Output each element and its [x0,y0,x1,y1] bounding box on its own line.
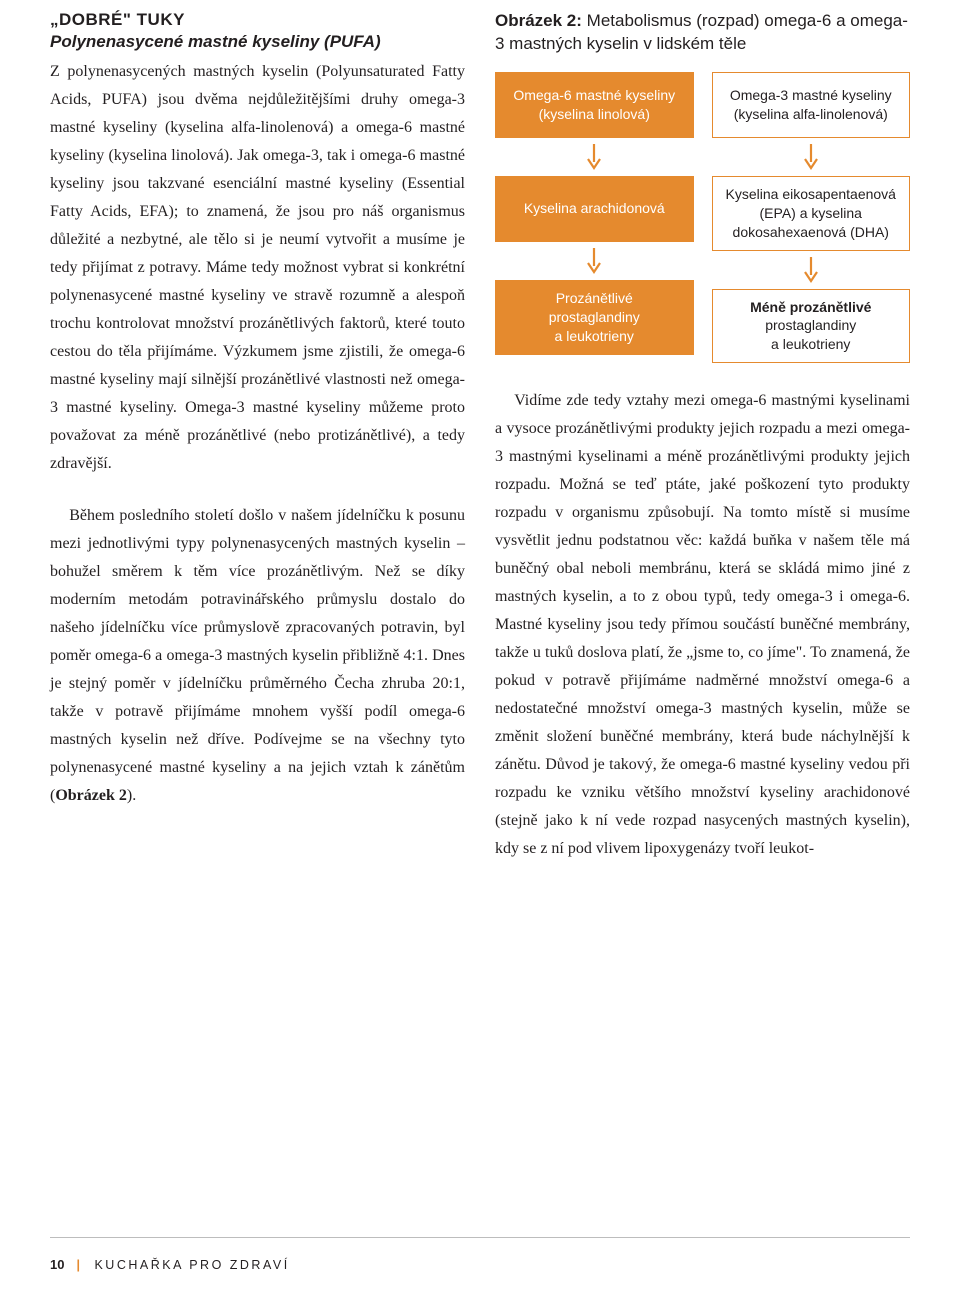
page-number: 10 [50,1257,64,1272]
left-column: „DOBRÉ" TUKY Polynenasycené mastné kysel… [50,10,465,863]
body-paragraph: Z polynenasycených mastných kyselin (Pol… [50,58,465,478]
diagram-box: Kyselina arachidonová [495,176,694,242]
diagram-box: Méně prozánětlivé prostaglandinya leukot… [712,289,911,364]
section-subheading: Polynenasycené mastné kyseliny (PUFA) [50,32,465,52]
page-footer: 10 | KUCHAŘKA PRO ZDRAVÍ [50,1257,290,1272]
figure-heading: Obrázek 2: Metabolismus (rozpad) omega-6… [495,10,910,56]
arrow-down-icon [803,257,819,283]
footer-title: KUCHAŘKA PRO ZDRAVÍ [94,1258,289,1272]
body-text: Během posledního století došlo v našem j… [50,507,465,804]
footer-separator-icon: | [76,1258,82,1272]
figure-label: Obrázek 2: [495,11,582,30]
diagram-box: Kyselina eikosapentaenová (EPA) a kyseli… [712,176,911,251]
figure-reference: Obrázek 2 [55,787,127,804]
right-column: Obrázek 2: Metabolismus (rozpad) omega-6… [495,10,910,863]
diagram-box: Prozánětlivéprostaglandinya leukotrieny [495,280,694,355]
diagram-box-bold: Méně prozánětlivé [750,298,871,317]
arrow-down-icon [586,248,602,274]
diagram-box: Omega-6 mastné kyseliny(kyselina linolov… [495,72,694,138]
diagram-col-omega3: Omega-3 mastné kyseliny(kyselina alfa-li… [712,72,911,363]
diagram-box-regular: prostaglandinya leukotrieny [750,316,871,354]
metabolism-diagram: Omega-6 mastné kyseliny(kyselina linolov… [495,72,910,363]
section-heading: „DOBRÉ" TUKY [50,10,465,30]
footer-rule [50,1237,910,1238]
body-paragraph: Během posledního století došlo v našem j… [50,502,465,810]
diagram-col-omega6: Omega-6 mastné kyseliny(kyselina linolov… [495,72,694,363]
body-text: ). [127,787,136,804]
body-paragraph: Vidíme zde tedy vztahy mezi omega-6 mast… [495,387,910,863]
arrow-down-icon [803,144,819,170]
diagram-box: Omega-3 mastné kyseliny(kyselina alfa-li… [712,72,911,138]
arrow-down-icon [586,144,602,170]
page-columns: „DOBRÉ" TUKY Polynenasycené mastné kysel… [50,10,910,863]
